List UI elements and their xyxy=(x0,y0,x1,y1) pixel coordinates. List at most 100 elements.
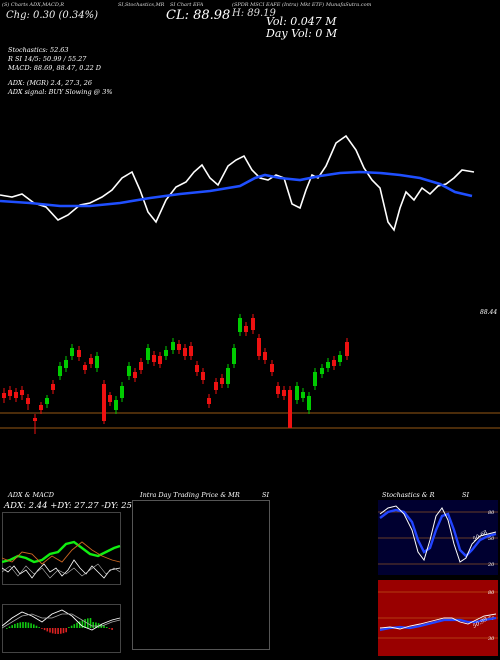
candle xyxy=(70,344,74,360)
macd-panel xyxy=(2,604,121,653)
candle xyxy=(276,382,280,398)
stoch-tick-label: 20 xyxy=(487,562,495,568)
candle xyxy=(152,351,156,366)
candle xyxy=(58,362,62,380)
candle xyxy=(146,344,150,364)
candles xyxy=(2,314,349,434)
header-app-title: (S) Charts ADX,MACD,R xyxy=(2,2,64,8)
macd-bar xyxy=(60,628,62,634)
candle xyxy=(307,392,311,414)
candle xyxy=(313,368,317,390)
candle xyxy=(102,380,106,424)
macd-indicator: MACD: 88.69, 88.47, 0.22 D xyxy=(8,64,102,72)
adx-panel-values: ADX: 2.44 +DY: 27.27 -DY: 25.97 xyxy=(4,501,146,511)
stoch-tick-label: 80 xyxy=(488,510,495,516)
macd-signal-line xyxy=(2,613,121,629)
candle-body xyxy=(164,350,168,356)
macd-lines xyxy=(2,609,121,631)
macd-bar xyxy=(81,620,84,628)
header-change: Chg: 0.30 (0.34%) xyxy=(6,10,99,21)
candle xyxy=(207,394,211,408)
candle xyxy=(270,360,274,376)
candle-body xyxy=(220,378,224,384)
candle-body xyxy=(158,356,162,364)
macd-bar xyxy=(84,619,86,628)
intraday-panel-title: Intra Day Trading Price & MR xyxy=(140,491,240,499)
candle xyxy=(338,351,342,366)
candle-body xyxy=(33,418,37,421)
candle-body xyxy=(313,372,317,386)
adx-panel-title: ADX & MACD xyxy=(8,491,54,499)
macd-bar xyxy=(22,622,24,628)
candle-body xyxy=(39,405,43,410)
candle xyxy=(226,364,230,388)
candle xyxy=(238,314,242,336)
candle-body xyxy=(177,344,181,350)
candle xyxy=(171,338,175,354)
candle xyxy=(263,348,267,364)
candle-body xyxy=(14,392,18,398)
candle xyxy=(8,386,12,400)
candle-body xyxy=(127,366,131,376)
macd-bar xyxy=(78,621,81,628)
candle xyxy=(301,388,305,402)
si-lines xyxy=(379,613,497,632)
candle xyxy=(51,380,55,394)
candle-body xyxy=(108,395,112,402)
si-indicator: R SI 14/5: 50.99 / 55.27 xyxy=(8,55,87,63)
candle-body xyxy=(332,360,336,366)
candle xyxy=(201,368,205,384)
macd-bar xyxy=(62,628,65,634)
candle xyxy=(164,346,168,360)
stoch-tick-label: 50 xyxy=(488,536,495,542)
candle xyxy=(295,382,299,404)
candle-body xyxy=(301,392,305,398)
candle xyxy=(139,358,143,374)
candle xyxy=(114,396,118,414)
candle-body xyxy=(288,390,292,428)
candle xyxy=(77,346,81,361)
candle xyxy=(26,394,30,410)
macd-bar xyxy=(19,622,22,628)
candle-body xyxy=(102,384,106,421)
candle xyxy=(326,358,330,372)
macd-bar xyxy=(43,628,46,631)
candle xyxy=(195,361,199,376)
candle-body xyxy=(64,360,68,368)
header-right-title: (SPDR MSCI EAFE (Intra) Mkt ETF) MunafaS… xyxy=(232,2,372,8)
main-chart: 19 Sep20 Sep23 Sep24 Sep25 Sep26 Sep27 S… xyxy=(0,134,500,434)
candle-body xyxy=(263,352,267,360)
candle-body xyxy=(70,348,74,356)
candle-body xyxy=(326,362,330,368)
macd-bar xyxy=(27,622,30,628)
candle-body xyxy=(251,318,255,330)
candle-body xyxy=(207,398,211,404)
candle xyxy=(39,402,43,414)
main-lines xyxy=(0,134,475,232)
candle xyxy=(183,344,187,360)
candle xyxy=(332,356,336,370)
candle xyxy=(83,362,87,374)
macd-bar xyxy=(111,628,113,630)
si-tick-label: 80 xyxy=(488,590,495,596)
candle-body xyxy=(282,390,286,396)
macd-bar xyxy=(11,625,13,628)
adx-indicator: ADX: (MGR) 2.4, 27.3, 26 xyxy=(8,79,93,87)
stoch-k-line xyxy=(379,505,497,563)
candle-body xyxy=(183,348,187,356)
stoch-d-line xyxy=(379,508,497,558)
intraday-panel-si: SI xyxy=(262,491,270,499)
header-close-label: CL: 88.98 xyxy=(166,8,231,23)
candle-body xyxy=(95,356,99,368)
adx-lines xyxy=(2,540,121,579)
macd-bar xyxy=(49,628,51,633)
header-symbol-block: ADX,MACD,R xyxy=(29,2,65,8)
sma-line xyxy=(0,170,473,208)
macd-bar xyxy=(24,622,27,628)
candle-body xyxy=(139,362,143,370)
candle xyxy=(345,338,349,360)
macd-bar xyxy=(68,627,70,628)
macd-bar xyxy=(103,625,105,628)
candle-body xyxy=(83,365,87,370)
stoch-indicator: Stochastics: 52.63 xyxy=(8,46,69,54)
